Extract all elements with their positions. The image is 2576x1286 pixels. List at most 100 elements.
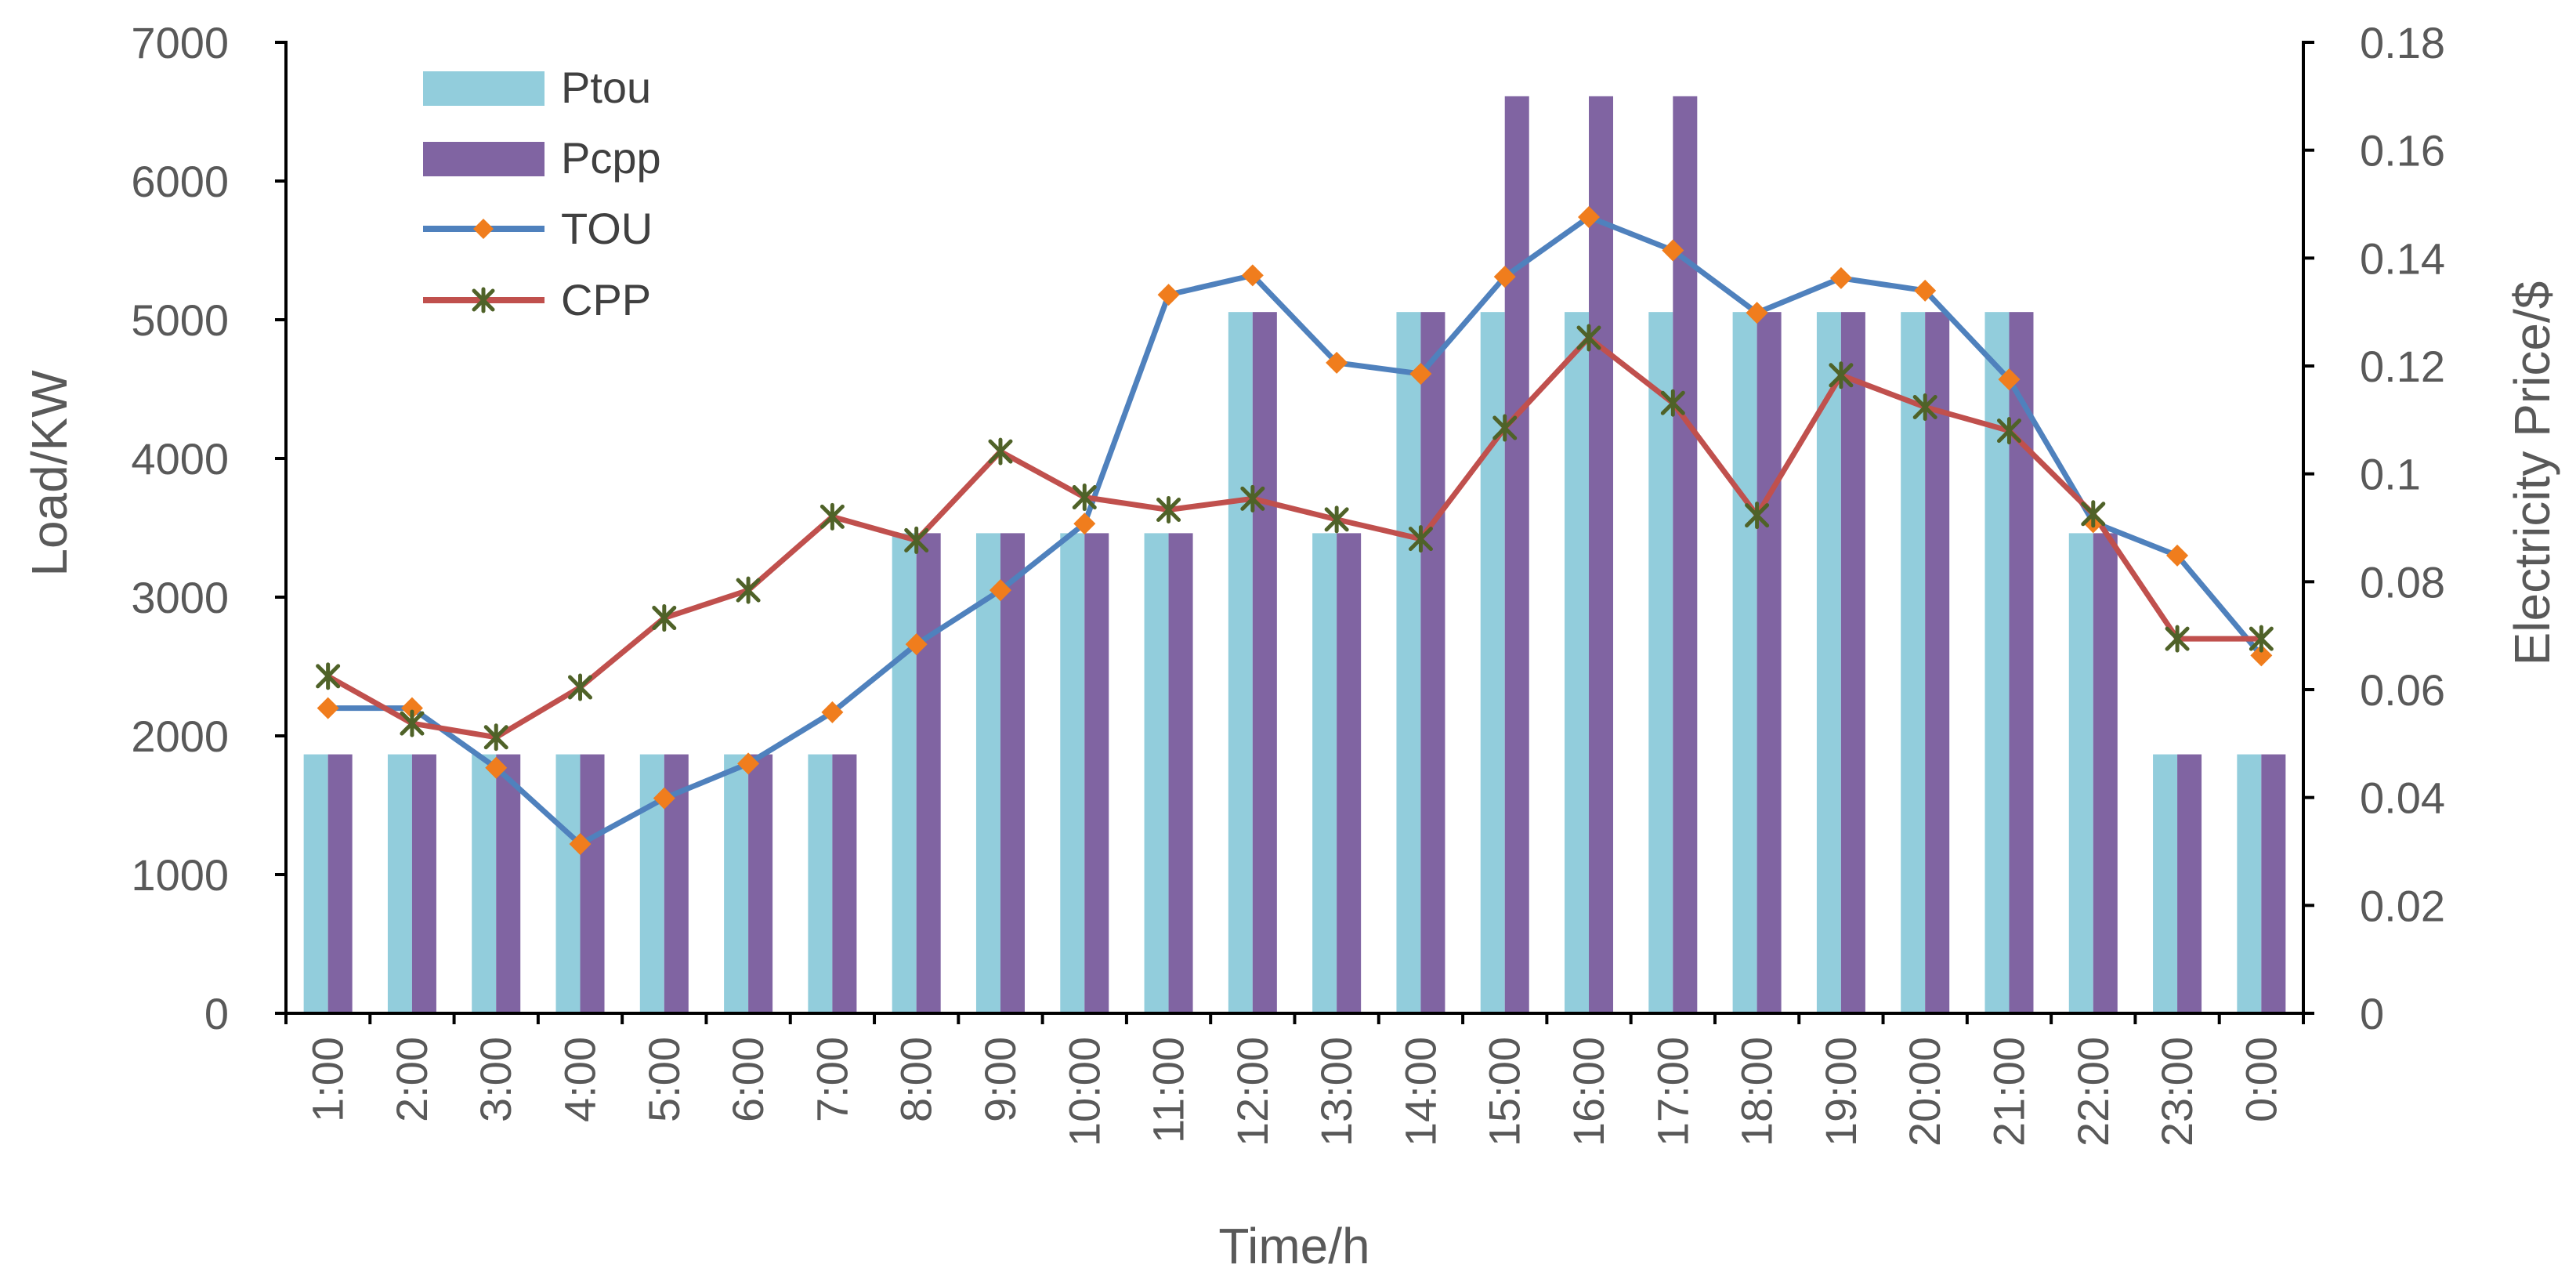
bar-ptou-9 bbox=[975, 533, 1000, 1013]
legend-swatch-ptou bbox=[423, 71, 545, 106]
bar-pcpp-4 bbox=[580, 754, 605, 1013]
point-tou-5 bbox=[653, 787, 675, 810]
x-tick-label: 13:00 bbox=[1312, 1037, 1361, 1147]
bar-ptou-21 bbox=[1984, 312, 2010, 1014]
point-tou-3 bbox=[485, 756, 508, 779]
y-left-tick-label: 5000 bbox=[131, 295, 229, 345]
point-cpp-15 bbox=[1492, 414, 1518, 442]
bar-ptou-6 bbox=[724, 754, 749, 1013]
bar-pcpp-15 bbox=[1504, 96, 1529, 1013]
point-cpp-1 bbox=[316, 662, 341, 690]
point-tou-7 bbox=[821, 701, 844, 723]
x-tick-label: 20:00 bbox=[1900, 1037, 1949, 1147]
bar-pcpp-16 bbox=[1589, 96, 1614, 1013]
bar-ptou-17 bbox=[1648, 312, 1673, 1014]
x-tick-label: 11:00 bbox=[1144, 1037, 1193, 1143]
point-tou-9 bbox=[989, 579, 1011, 602]
bar-pcpp-11 bbox=[1168, 533, 1193, 1013]
lines-layer bbox=[316, 206, 2274, 856]
x-tick-label: 17:00 bbox=[1648, 1037, 1697, 1147]
bar-pcpp-8 bbox=[916, 533, 941, 1013]
bar-ptou-3 bbox=[472, 754, 497, 1013]
legend-label-pcpp: Pcpp bbox=[561, 133, 661, 183]
bar-ptou-19 bbox=[1816, 312, 1841, 1014]
point-cpp-8 bbox=[904, 526, 929, 554]
x-tick-label: 5:00 bbox=[639, 1037, 689, 1122]
point-tou-14 bbox=[1409, 363, 1432, 386]
bar-ptou-15 bbox=[1480, 312, 1505, 1014]
point-tou-18 bbox=[1746, 302, 1768, 324]
bar-ptou-22 bbox=[2068, 533, 2093, 1013]
bar-pcpp-13 bbox=[1337, 533, 1362, 1013]
x-tick-label: 21:00 bbox=[1984, 1037, 2033, 1147]
point-tou-24 bbox=[2250, 644, 2273, 667]
legend: Ptou Pcpp TOU CPP bbox=[423, 63, 661, 324]
bar-pcpp-20 bbox=[1925, 312, 1950, 1014]
bar-ptou-2 bbox=[387, 754, 412, 1013]
point-cpp-19 bbox=[1829, 361, 1854, 389]
point-tou-17 bbox=[1662, 239, 1684, 262]
y-left-tick-label: 1000 bbox=[131, 850, 229, 900]
x-tick-label: 9:00 bbox=[975, 1037, 1025, 1122]
point-tou-20 bbox=[1914, 279, 1937, 302]
bar-ptou-12 bbox=[1228, 312, 1253, 1014]
bar-pcpp-9 bbox=[1000, 533, 1025, 1013]
x-axis-title: Time/h bbox=[1218, 1218, 1369, 1274]
point-cpp-12 bbox=[1240, 484, 1265, 513]
bar-ptou-20 bbox=[1901, 312, 1926, 1014]
x-tick-label: 16:00 bbox=[1564, 1037, 1613, 1147]
y-right-tick-label: 0.06 bbox=[2360, 665, 2445, 715]
bar-ptou-1 bbox=[303, 754, 328, 1013]
legend-marker-tou bbox=[473, 219, 494, 239]
x-tick-label: 18:00 bbox=[1732, 1037, 1782, 1147]
point-cpp-21 bbox=[1996, 417, 2021, 445]
point-tou-23 bbox=[2166, 544, 2189, 567]
y-right-tick-label: 0.16 bbox=[2360, 126, 2445, 176]
x-tick-label: 14:00 bbox=[1395, 1037, 1445, 1147]
point-tou-12 bbox=[1241, 264, 1264, 287]
legend-label-ptou: Ptou bbox=[561, 63, 651, 112]
legend-label-tou: TOU bbox=[561, 204, 653, 253]
point-cpp-2 bbox=[400, 709, 425, 737]
y-right-tick-label: 0.12 bbox=[2360, 342, 2445, 391]
y-right-tick-label: 0.18 bbox=[2360, 18, 2445, 67]
y-left-tick-label: 7000 bbox=[131, 18, 229, 67]
bar-ptou-8 bbox=[892, 533, 917, 1013]
y-axis-left-title: Load/KW bbox=[21, 370, 78, 577]
point-cpp-18 bbox=[1745, 502, 1770, 530]
point-cpp-17 bbox=[1660, 389, 1685, 417]
x-tick-label: 12:00 bbox=[1228, 1037, 1277, 1147]
bar-pcpp-14 bbox=[1420, 312, 1445, 1014]
x-tick-label: 2:00 bbox=[387, 1037, 436, 1122]
point-tou-11 bbox=[1157, 284, 1180, 306]
x-tick-label: 4:00 bbox=[555, 1037, 605, 1122]
bar-ptou-23 bbox=[2153, 754, 2178, 1013]
point-cpp-16 bbox=[1576, 324, 1601, 352]
x-tick-label: 19:00 bbox=[1816, 1037, 1865, 1147]
point-cpp-20 bbox=[1912, 393, 1937, 422]
y-right-tick-label: 0.02 bbox=[2360, 881, 2445, 930]
point-cpp-23 bbox=[2165, 625, 2190, 653]
bar-ptou-16 bbox=[1565, 312, 1590, 1014]
bar-pcpp-6 bbox=[748, 754, 773, 1013]
y-right-tick-label: 0.1 bbox=[2360, 450, 2421, 499]
point-tou-16 bbox=[1578, 206, 1601, 229]
point-tou-13 bbox=[1326, 351, 1348, 374]
point-tou-10 bbox=[1073, 513, 1096, 535]
axes-layer: 0 1000 2000 3000 4000 5000 6000 7000 0 0.02 0.04 0.… bbox=[131, 18, 2445, 1147]
point-cpp-4 bbox=[568, 673, 593, 701]
point-cpp-3 bbox=[483, 723, 508, 752]
y-left-tick-label: 4000 bbox=[131, 434, 229, 484]
y-right-tick-label: 0 bbox=[2360, 989, 2384, 1038]
x-tick-label: 22:00 bbox=[2068, 1037, 2118, 1147]
point-cpp-10 bbox=[1072, 484, 1097, 512]
x-tick-label: 6:00 bbox=[723, 1037, 772, 1122]
point-cpp-11 bbox=[1156, 495, 1181, 523]
x-tick-label: 7:00 bbox=[807, 1037, 856, 1122]
bar-pcpp-17 bbox=[1673, 96, 1698, 1013]
bar-pcpp-18 bbox=[1757, 312, 1782, 1014]
x-tick-label: 23:00 bbox=[2152, 1037, 2202, 1147]
bar-ptou-11 bbox=[1144, 533, 1169, 1013]
bar-ptou-4 bbox=[555, 754, 581, 1013]
